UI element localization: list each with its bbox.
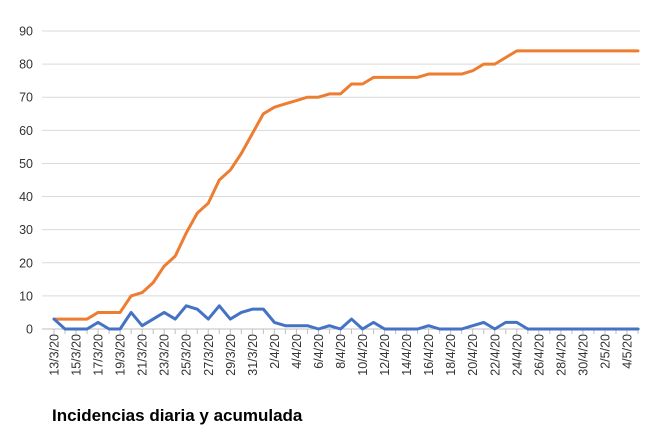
x-tick-label: 20/4/20 (466, 334, 480, 376)
x-tick-label: 13/3/20 (48, 334, 62, 376)
y-tick-label: 70 (19, 91, 33, 105)
y-tick-label: 90 (19, 25, 33, 39)
y-tick-label: 30 (19, 223, 33, 237)
x-tick-label: 25/3/20 (180, 334, 194, 376)
series-lines (52, 49, 640, 331)
y-tick-label: 50 (19, 157, 33, 171)
line-chart: 0 10 20 30 40 50 60 70 80 90 13/3/20 15/3/20 17/3/2… (19, 25, 640, 376)
x-tick-label: 29/3/20 (224, 334, 238, 376)
y-tick-label: 20 (19, 256, 33, 270)
x-tick-label: 28/4/20 (554, 334, 568, 376)
chart-caption: Incidencias diaria y acumulada (52, 406, 303, 425)
x-tick-label: 15/3/20 (70, 334, 84, 376)
x-tick-label: 17/3/20 (92, 334, 106, 376)
x-tick-label: 21/3/20 (136, 334, 150, 376)
series-line-0 (52, 304, 640, 331)
x-tick-label: 24/4/20 (510, 334, 524, 376)
x-tick-label: 18/4/20 (444, 334, 458, 376)
x-tick-label: 8/4/20 (334, 334, 348, 369)
x-tick-label: 30/4/20 (576, 334, 590, 376)
x-tick-label: 26/4/20 (532, 334, 546, 376)
x-tick-label: 27/3/20 (202, 334, 216, 376)
gridlines (42, 30, 640, 297)
x-tick-label: 2/4/20 (268, 334, 282, 369)
x-axis-tick-labels: 13/3/20 15/3/20 17/3/20 19/3/20 21/3/20 23/3/… (48, 334, 635, 376)
x-tick-label: 22/4/20 (488, 334, 502, 376)
x-tick-label: 19/3/20 (114, 334, 128, 376)
x-tick-label: 2/5/20 (598, 334, 612, 369)
x-tick-label: 31/3/20 (246, 334, 260, 376)
y-tick-label: 80 (19, 58, 33, 72)
y-tick-label: 60 (19, 124, 33, 138)
y-tick-label: 10 (19, 289, 33, 303)
x-tick-label: 4/5/20 (620, 334, 634, 369)
chart-area: 0 10 20 30 40 50 60 70 80 90 13/3/20 15/3/20 17/3/2… (19, 25, 640, 376)
y-axis-tick-labels: 0 10 20 30 40 50 60 70 80 90 (19, 25, 33, 337)
x-tick-label: 14/4/20 (400, 334, 414, 376)
y-tick-label: 0 (26, 323, 33, 337)
x-tick-label: 4/4/20 (290, 334, 304, 369)
x-tick-label: 12/4/20 (378, 334, 392, 376)
x-tick-label: 6/4/20 (312, 334, 326, 369)
x-tick-label: 10/4/20 (356, 334, 370, 376)
y-tick-label: 40 (19, 190, 33, 204)
x-tick-label: 16/4/20 (422, 334, 436, 376)
series-line-1 (52, 49, 640, 321)
x-tick-label: 23/3/20 (158, 334, 172, 376)
